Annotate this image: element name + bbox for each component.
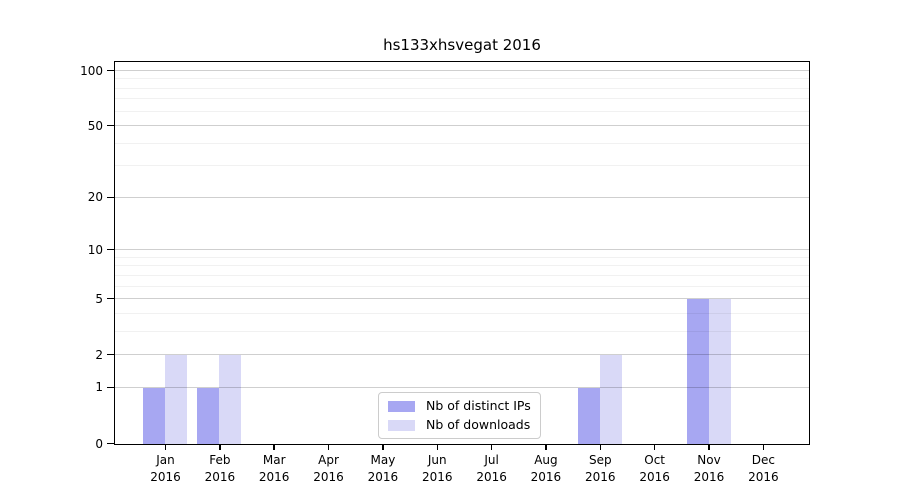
x-tick-label-jul: Jul 2016	[476, 453, 507, 484]
x-tick	[436, 445, 438, 450]
legend-label-distinct-ips: Nb of distinct IPs	[426, 398, 531, 413]
x-tick-label-mar: Mar 2016	[258, 453, 290, 484]
major-gridline	[115, 125, 809, 127]
minor-gridline	[115, 87, 809, 89]
minor-gridline	[115, 312, 809, 314]
y-tick	[107, 297, 114, 300]
legend-item-distinct-ips: Nb of distinct IPs	[388, 399, 531, 413]
y-tick	[107, 69, 114, 72]
x-tick	[762, 445, 765, 450]
x-tick-label-jun: Jun 2016	[421, 453, 453, 484]
x-tick	[599, 445, 602, 450]
x-tick	[708, 445, 710, 450]
y-tick-label: 50	[87, 118, 103, 133]
x-tick-label-aug: Aug 2016	[530, 453, 562, 484]
x-tick	[653, 445, 656, 450]
distinct-ips-swatch	[388, 400, 415, 412]
y-tick-label: 5	[95, 291, 103, 306]
minor-gridline	[115, 256, 809, 258]
x-tick-label-feb: Feb 2016	[204, 453, 236, 484]
x-tick	[545, 445, 547, 450]
x-tick	[219, 445, 221, 450]
chart-title: hs133xhsvegat 2016	[383, 36, 541, 54]
y-tick-label: 20	[87, 190, 103, 205]
y-tick-label: 100	[80, 63, 103, 78]
minor-gridline	[115, 285, 809, 287]
minor-gridline	[115, 265, 809, 267]
minor-gridline	[115, 110, 809, 112]
bar-ips-sep	[577, 387, 600, 444]
bar-downloads-feb	[219, 355, 242, 444]
x-tick-label-oct: Oct 2016	[639, 453, 670, 484]
y-tick	[107, 196, 114, 199]
x-tick-label-dec: Dec 2016	[748, 453, 779, 484]
x-tick-label-nov: Nov 2016	[693, 453, 725, 484]
x-tick-label-apr: Apr 2016	[313, 453, 344, 484]
bar-ips-feb	[197, 387, 220, 444]
major-gridline	[115, 386, 809, 388]
x-tick	[327, 445, 330, 450]
y-tick-label: 10	[87, 242, 103, 257]
bar-downloads-jan	[165, 355, 187, 444]
x-tick	[273, 445, 275, 450]
minor-gridline	[115, 165, 809, 167]
y-tick	[107, 386, 114, 389]
x-tick	[382, 445, 384, 450]
x-tick-label-jan: Jan 2016	[150, 453, 181, 484]
major-gridline	[115, 196, 809, 198]
major-gridline	[115, 298, 809, 300]
bar-ips-nov	[686, 299, 709, 444]
y-tick	[107, 124, 114, 127]
minor-gridline	[115, 330, 809, 332]
legend-label-downloads: Nb of downloads	[426, 417, 531, 432]
bar-downloads-nov	[708, 299, 731, 444]
y-tick	[107, 353, 114, 356]
y-tick-label: 2	[95, 347, 103, 362]
minor-gridline	[115, 98, 809, 100]
minor-gridline	[115, 78, 809, 80]
x-tick-label-sep: Sep 2016	[585, 453, 616, 484]
plot-area: Nb of distinct IPs Nb of downloads	[114, 61, 810, 445]
major-gridline	[115, 70, 809, 71]
downloads-swatch	[388, 419, 415, 431]
x-tick-label-may: May 2016	[367, 453, 399, 484]
y-tick	[107, 248, 114, 251]
major-gridline	[115, 249, 809, 251]
minor-gridline	[115, 274, 809, 276]
legend-item-downloads: Nb of downloads	[388, 418, 531, 432]
x-tick	[490, 445, 493, 450]
minor-gridline	[115, 142, 809, 144]
y-tick-label: 0	[95, 436, 103, 451]
legend: Nb of distinct IPs Nb of downloads	[378, 392, 541, 439]
bar-downloads-sep	[599, 355, 622, 444]
x-tick	[164, 445, 167, 450]
y-tick	[107, 442, 114, 445]
y-tick-label: 1	[95, 380, 103, 395]
bar-ips-jan	[143, 387, 165, 444]
major-gridline	[115, 354, 809, 356]
